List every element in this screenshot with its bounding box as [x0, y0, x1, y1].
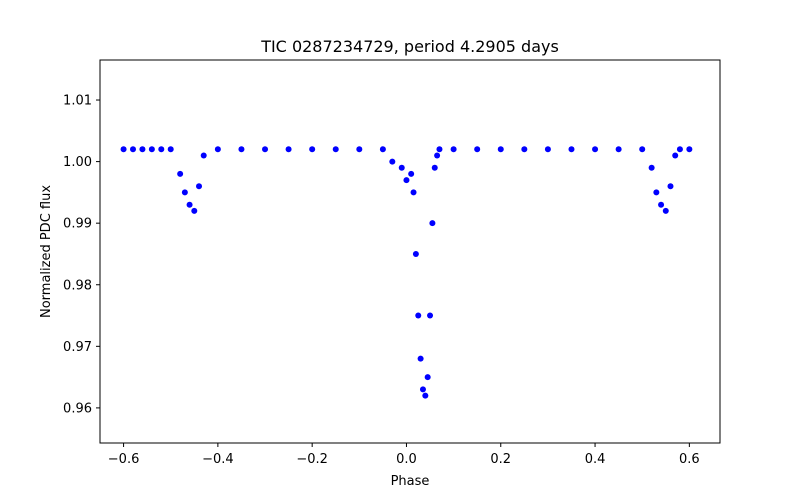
data-point — [412, 250, 419, 257]
data-point — [427, 312, 434, 319]
y-axis-label: Normalized PDC flux — [39, 185, 54, 318]
data-point — [196, 183, 203, 190]
data-point — [379, 146, 386, 153]
data-point — [497, 146, 504, 153]
data-points — [120, 146, 693, 399]
x-tick-label: 0.0 — [396, 452, 417, 467]
x-tick-label: −0.2 — [296, 452, 328, 467]
data-point — [332, 146, 339, 153]
data-point — [285, 146, 292, 153]
data-point — [415, 312, 422, 319]
x-axis-label: Phase — [391, 474, 430, 489]
data-point — [403, 177, 410, 184]
data-point — [653, 189, 660, 196]
data-point — [200, 152, 207, 159]
data-point — [191, 207, 198, 214]
data-point — [474, 146, 481, 153]
data-point — [130, 146, 137, 153]
data-point — [615, 146, 622, 153]
x-tick-label: 0.2 — [490, 452, 511, 467]
plot-area — [100, 60, 720, 443]
y-tick-label: 0.99 — [63, 217, 92, 232]
data-point — [672, 152, 679, 159]
data-point — [139, 146, 146, 153]
data-point — [167, 146, 174, 153]
data-point — [262, 146, 269, 153]
y-tick-label: 0.97 — [63, 340, 92, 355]
x-tick-label: −0.6 — [108, 452, 140, 467]
data-point — [648, 164, 655, 171]
data-point — [186, 201, 193, 208]
x-tick-label: −0.4 — [202, 452, 234, 467]
data-point — [450, 146, 457, 153]
data-point — [658, 201, 665, 208]
y-axis: 0.96 0.97 0.98 0.99 1.00 1.01 — [63, 94, 100, 416]
data-point — [238, 146, 245, 153]
data-point — [429, 220, 436, 227]
data-point — [181, 189, 188, 196]
data-point — [177, 170, 184, 177]
data-point — [424, 374, 431, 381]
data-point — [568, 146, 575, 153]
y-tick-label: 1.01 — [63, 94, 92, 109]
data-point — [398, 164, 405, 171]
data-point — [639, 146, 646, 153]
y-tick-label: 0.96 — [63, 401, 92, 416]
data-point — [592, 146, 599, 153]
data-point — [662, 207, 669, 214]
data-point — [422, 392, 429, 399]
y-tick-label: 1.00 — [63, 155, 92, 170]
data-point — [309, 146, 316, 153]
x-tick-label: 0.6 — [679, 452, 700, 467]
data-point — [389, 158, 396, 165]
data-point — [214, 146, 221, 153]
data-point — [434, 152, 441, 159]
chart-title: TIC 0287234729, period 4.2905 days — [260, 37, 559, 56]
x-axis: −0.6 −0.4 −0.2 0.0 0.2 0.4 0.6 — [108, 443, 700, 467]
data-point — [436, 146, 443, 153]
y-tick-label: 0.98 — [63, 278, 92, 293]
plot-frame — [99, 59, 721, 444]
data-point — [410, 189, 417, 196]
data-point — [158, 146, 165, 153]
data-point — [408, 170, 415, 177]
data-point — [417, 355, 424, 362]
data-point — [148, 146, 155, 153]
data-point — [544, 146, 551, 153]
x-tick-label: 0.4 — [585, 452, 606, 467]
data-point — [686, 146, 693, 153]
data-point — [676, 146, 683, 153]
data-point — [356, 146, 363, 153]
data-point — [521, 146, 528, 153]
data-point — [667, 183, 674, 190]
data-point — [419, 386, 426, 393]
data-point — [120, 146, 127, 153]
data-point — [431, 164, 438, 171]
